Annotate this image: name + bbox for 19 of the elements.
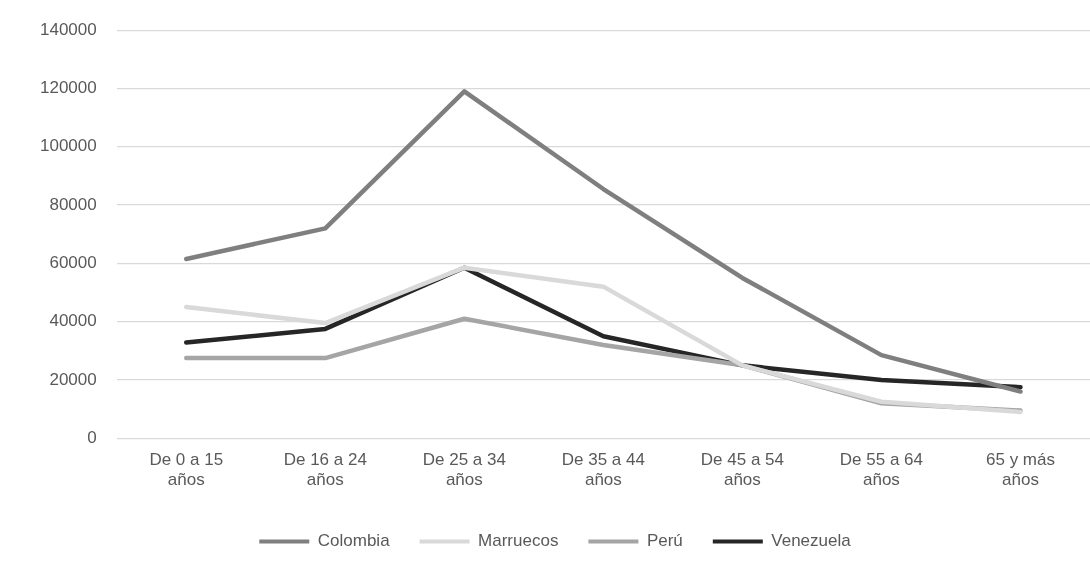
- y-tick-label: 0: [87, 427, 97, 447]
- y-tick-label: 20000: [49, 369, 97, 389]
- y-tick-label: 60000: [49, 253, 97, 273]
- x-tick-label: De 16 a 24 años: [283, 450, 367, 490]
- x-tick-label: De 55 a 64 años: [839, 450, 924, 490]
- x-tick-label: 65 y más años: [985, 450, 1055, 490]
- x-tick-label: De 45 a 54 años: [700, 450, 784, 490]
- y-tick-label: 100000: [39, 136, 97, 156]
- x-tick-label: De 35 a 44 años: [561, 450, 645, 490]
- legend-label: Perú: [646, 531, 683, 551]
- x-tick-label: De 25 a 34 años: [422, 450, 506, 490]
- y-tick-label: 80000: [49, 194, 97, 214]
- y-tick-label: 140000: [39, 19, 97, 39]
- legend-label: Colombia: [317, 531, 391, 551]
- y-tick-label: 40000: [49, 311, 97, 331]
- x-tick-label: De 0 a 15 años: [149, 450, 224, 490]
- y-tick-label: 120000: [39, 78, 97, 98]
- legend-label: Venezuela: [771, 531, 852, 551]
- legend-label: Marruecos: [478, 531, 559, 551]
